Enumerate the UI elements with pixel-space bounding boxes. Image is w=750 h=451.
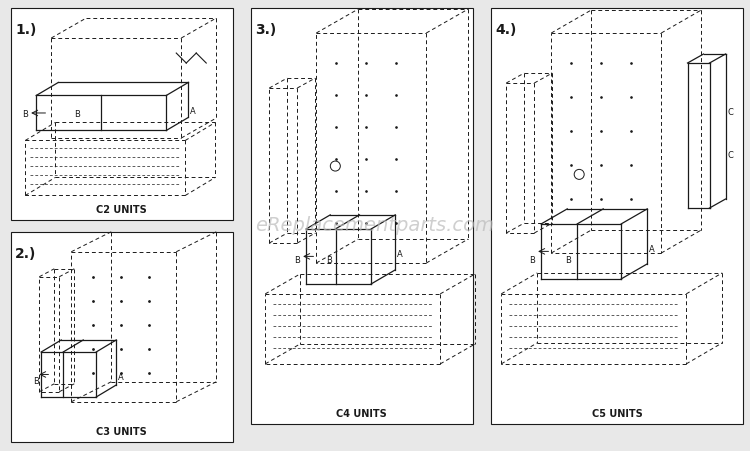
Text: A: A xyxy=(190,107,196,116)
Text: A: A xyxy=(398,250,403,259)
Text: C: C xyxy=(728,107,734,116)
Text: B: B xyxy=(33,377,39,386)
Text: 4.): 4.) xyxy=(495,23,517,37)
Bar xyxy=(11,9,232,221)
Text: C5 UNITS: C5 UNITS xyxy=(592,408,642,418)
Text: 2.): 2.) xyxy=(15,246,37,260)
Text: C2 UNITS: C2 UNITS xyxy=(97,205,147,215)
Text: B: B xyxy=(294,255,300,264)
Text: 3.): 3.) xyxy=(255,23,277,37)
Text: A: A xyxy=(118,372,124,381)
Bar xyxy=(491,9,742,424)
Text: 1.): 1.) xyxy=(15,23,37,37)
Text: C: C xyxy=(728,151,734,160)
Text: B: B xyxy=(566,256,572,265)
Text: B: B xyxy=(74,110,80,119)
Bar xyxy=(251,9,472,424)
Text: C3 UNITS: C3 UNITS xyxy=(97,426,147,436)
Text: eReplacementparts.com: eReplacementparts.com xyxy=(256,216,494,235)
Text: B: B xyxy=(326,255,332,264)
Text: A: A xyxy=(650,245,655,254)
Text: B: B xyxy=(530,256,536,265)
Text: B: B xyxy=(22,110,28,119)
Text: C4 UNITS: C4 UNITS xyxy=(337,408,387,418)
Bar xyxy=(11,232,232,442)
